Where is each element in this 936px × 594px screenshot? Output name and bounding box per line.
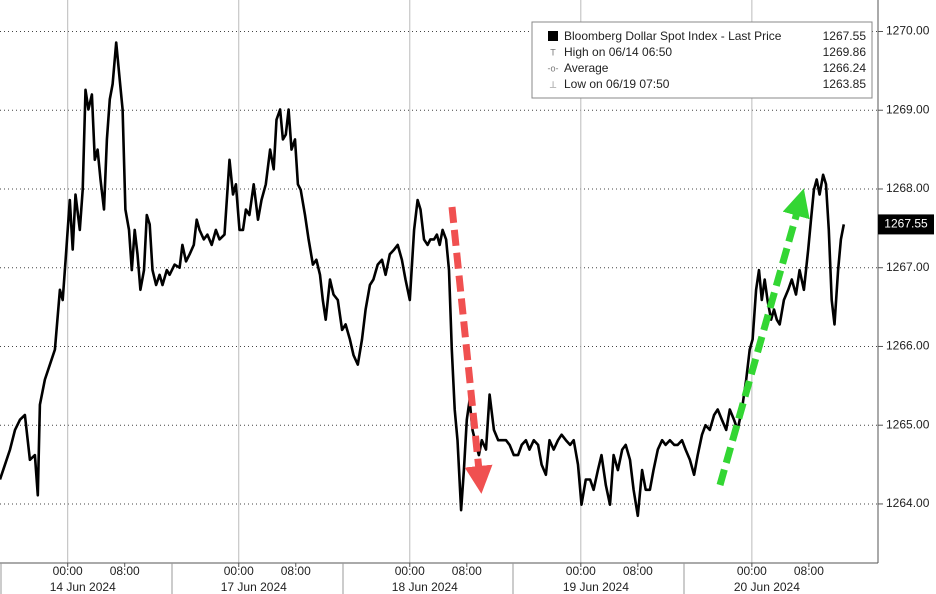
- legend-box: [531, 21, 873, 99]
- legend-value: 1263.85: [823, 77, 867, 91]
- legend-swatch: [548, 31, 558, 41]
- date-label: 14 Jun 2024: [50, 580, 116, 594]
- up-arrow: [716, 188, 810, 486]
- x-tick-label: 00:00: [566, 564, 596, 578]
- date-label: 18 Jun 2024: [392, 580, 458, 594]
- legend: Bloomberg Dollar Spot Index - Last Price…: [531, 21, 873, 99]
- legend-icon: ⊥: [549, 79, 557, 89]
- x-tick-label: 00:00: [395, 564, 425, 578]
- legend-icon: -o-: [548, 63, 559, 73]
- legend-value: 1266.24: [823, 61, 867, 75]
- plot: [0, 41, 846, 518]
- date-label: 17 Jun 2024: [221, 580, 287, 594]
- y-tick-label: 1268.00: [886, 181, 930, 195]
- legend-label: Bloomberg Dollar Spot Index - Last Price: [564, 29, 782, 43]
- last-price-box: [878, 214, 934, 235]
- last-price-tag: 1267.55: [878, 214, 934, 235]
- y-tick-label: 1269.00: [886, 102, 930, 116]
- legend-rows: T High on 06/14 06:50 1269.86 -o- Average 126…: [548, 45, 867, 91]
- x-tick-label: 08:00: [281, 564, 311, 578]
- x-tick-label: 08:00: [110, 564, 140, 578]
- y-tick-label: 1270.00: [886, 24, 930, 38]
- price-line: [0, 41, 846, 518]
- y-tick-label: 1265.00: [886, 417, 930, 431]
- x-tick-label: 00:00: [224, 564, 254, 578]
- legend-icon: T: [550, 47, 556, 57]
- y-tick-label: 1264.00: [886, 496, 930, 510]
- y-tick-label: 1267.00: [886, 260, 930, 274]
- last-price-label: 1267.55: [884, 217, 928, 231]
- legend-label: Low on 06/19 07:50: [564, 77, 670, 91]
- x-tick-label: 08:00: [452, 564, 482, 578]
- legend-value: 1267.55: [823, 29, 867, 43]
- x-tick-label: 08:00: [623, 564, 653, 578]
- x-tick-label: 00:00: [737, 564, 767, 578]
- session-separators: [0, 563, 685, 594]
- legend-value: 1269.86: [823, 45, 867, 59]
- x-tick-label: 08:00: [794, 564, 824, 578]
- x-tick-label: 00:00: [53, 564, 83, 578]
- legend-label: High on 06/14 06:50: [564, 45, 672, 59]
- legend-label: Average: [564, 61, 609, 75]
- date-label: 20 Jun 2024: [734, 580, 800, 594]
- date-label: 19 Jun 2024: [563, 580, 629, 594]
- y-tick-label: 1266.00: [886, 339, 930, 353]
